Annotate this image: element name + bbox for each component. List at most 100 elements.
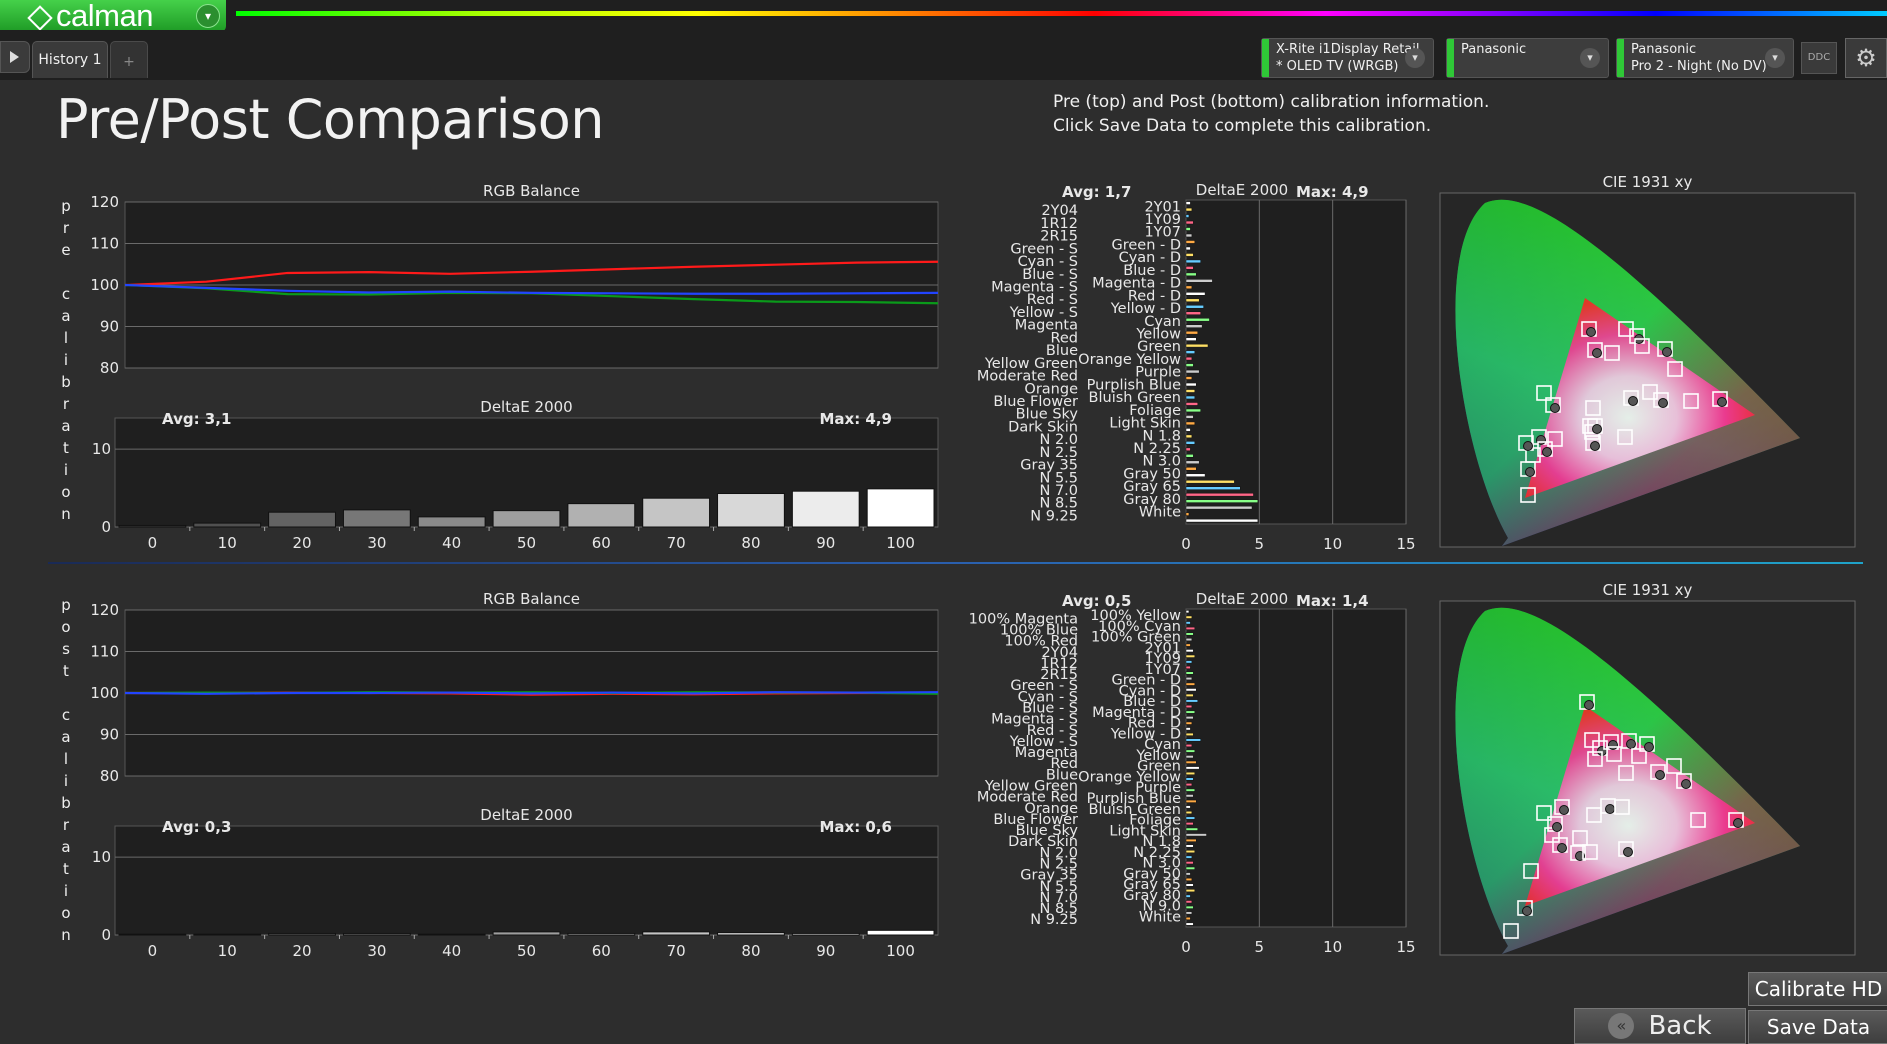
cie-measured-point <box>1592 424 1602 434</box>
gray-deltae-bar <box>567 503 636 528</box>
color-row-label: Purplish Blue <box>1087 377 1181 393</box>
vertical-label-letter: o <box>61 618 71 636</box>
cie-measured-point <box>1733 818 1743 828</box>
color-deltae-bar <box>1185 771 1196 775</box>
color-row-label: Red - D <box>1128 288 1181 304</box>
color-deltae-bar <box>1185 480 1235 484</box>
gray-deltae-max: Max: 0,6 <box>819 818 892 836</box>
color-row-label: Magenta <box>1015 318 1078 334</box>
color-row-label: N 5.5 <box>1039 879 1078 895</box>
x-tick-label: 40 <box>442 534 461 552</box>
color-row-label: Orange <box>1024 381 1078 397</box>
x-tick-label: 5 <box>1255 535 1265 553</box>
color-row-label: Blue - D <box>1123 694 1181 710</box>
ddc-button[interactable]: DDC <box>1801 42 1837 74</box>
play-icon[interactable] <box>0 41 30 73</box>
cie-target-square <box>1572 830 1588 846</box>
cie-target-square <box>1585 400 1601 416</box>
cie-measured-point <box>1644 742 1654 752</box>
cie-measured-point <box>1592 348 1602 358</box>
color-deltae-bar <box>1185 505 1253 510</box>
color-deltae-bar <box>1185 421 1196 426</box>
status-stripe <box>1617 39 1624 77</box>
chevron-down-icon[interactable]: ▾ <box>1765 48 1785 68</box>
color-row-label: Gray 50 <box>1123 466 1181 482</box>
cie-measured-point <box>1550 403 1560 413</box>
chevron-down-icon[interactable]: ▾ <box>196 4 220 28</box>
vertical-label-letter: t <box>63 439 69 457</box>
color-deltae-bar <box>1185 922 1194 926</box>
vertical-label-letter: r <box>62 816 70 834</box>
color-row-label: Foliage <box>1129 813 1181 829</box>
color-deltae-bar <box>1185 473 1206 477</box>
color-row-label: Magenta - S <box>991 280 1078 296</box>
color-row-label: Yellow Green <box>984 356 1078 372</box>
gray-deltae-bar <box>492 510 561 528</box>
color-deltae-plot <box>1185 199 1407 525</box>
color-deltae-bar <box>1185 883 1194 887</box>
info-line: Pre (top) and Post (bottom) calibration … <box>1053 92 1490 112</box>
cie-target-square <box>1690 812 1706 828</box>
color-deltae-bar <box>1185 654 1196 658</box>
color-row-label: N 9.25 <box>1030 912 1078 928</box>
color-row-label: Blue <box>1046 343 1078 359</box>
rgb-balance-title: RGB Balance <box>483 590 580 608</box>
color-deltae-bar <box>1185 369 1200 374</box>
back-button[interactable]: « Back <box>1574 1008 1746 1044</box>
calman-logo[interactable]: calman ▾ <box>0 0 226 32</box>
color-deltae-bar <box>1185 246 1191 251</box>
y-tick-label: 0 <box>101 926 111 944</box>
color-deltae-bar <box>1185 704 1193 708</box>
save-data-button[interactable]: Save Data <box>1748 1010 1887 1044</box>
color-row-label: Yellow - D <box>1110 301 1181 317</box>
color-row-label: Yellow <box>1135 748 1181 764</box>
color-row-label: Blue - S <box>1022 701 1078 717</box>
color-row-label: N 3.0 <box>1142 856 1181 872</box>
cie-measured-point <box>1628 396 1638 406</box>
gray-deltae-bar <box>642 931 711 936</box>
x-tick-label: 90 <box>816 942 835 960</box>
color-deltae-bar <box>1185 833 1207 837</box>
color-deltae-bar <box>1185 240 1196 244</box>
meter-selector[interactable]: X-Rite i1Display Retail * OLED TV (WRGB)… <box>1261 38 1434 78</box>
x-tick-label: 20 <box>292 534 311 552</box>
cie-measured-point <box>1586 327 1596 337</box>
color-row-label: Orange <box>1024 801 1078 817</box>
color-row-label: N 2.25 <box>1133 441 1181 457</box>
add-tab-button[interactable]: + <box>110 41 148 78</box>
color-deltae-bar <box>1185 259 1201 264</box>
color-row-label: 100% Blue <box>1000 623 1078 639</box>
source-selector[interactable]: Panasonic Pro 2 - Night (No DV) ▾ <box>1616 38 1794 78</box>
cie-target-square <box>1614 799 1630 815</box>
gray-deltae-bar <box>342 509 411 528</box>
color-row-label: 1Y07 <box>1144 662 1181 678</box>
color-deltae-bar <box>1185 621 1191 625</box>
color-row-label: Bluish Green <box>1089 802 1181 818</box>
chevron-down-icon[interactable]: ▾ <box>1405 48 1425 68</box>
color-deltae-bar <box>1185 279 1213 283</box>
calibrate-hd-button[interactable]: Calibrate HD <box>1748 972 1887 1006</box>
color-row-label: N 9.0 <box>1142 899 1181 915</box>
x-tick-label: 15 <box>1396 535 1415 553</box>
gray-deltae-bar <box>118 933 187 936</box>
color-deltae-bar <box>1185 318 1210 322</box>
color-row-label: Cyan <box>1144 737 1181 753</box>
cie-measured-point <box>1559 805 1569 815</box>
color-row-label: 100% Magenta <box>969 611 1078 627</box>
color-deltae-bar <box>1185 855 1193 859</box>
color-deltae-title: DeltaE 2000 <box>1196 590 1288 608</box>
color-deltae-avg: Avg: 1,7 <box>1062 183 1131 201</box>
color-deltae-bar <box>1185 783 1193 787</box>
tab-history-1[interactable]: History 1 <box>32 41 108 78</box>
vertical-label-letter: l <box>63 750 69 768</box>
color-deltae-bar <box>1185 760 1197 764</box>
color-deltae-bar <box>1185 816 1196 820</box>
vertical-label-letter: a <box>61 838 71 856</box>
display-selector[interactable]: Panasonic ▾ <box>1446 38 1609 78</box>
color-row-label: Gray 65 <box>1123 877 1181 893</box>
y-tick-label: 90 <box>100 726 119 744</box>
chevron-down-icon[interactable]: ▾ <box>1580 48 1600 68</box>
vertical-label-letter: p <box>61 596 71 614</box>
cie-measured-point <box>1608 740 1618 750</box>
color-row-label: 2R15 <box>1040 667 1078 683</box>
